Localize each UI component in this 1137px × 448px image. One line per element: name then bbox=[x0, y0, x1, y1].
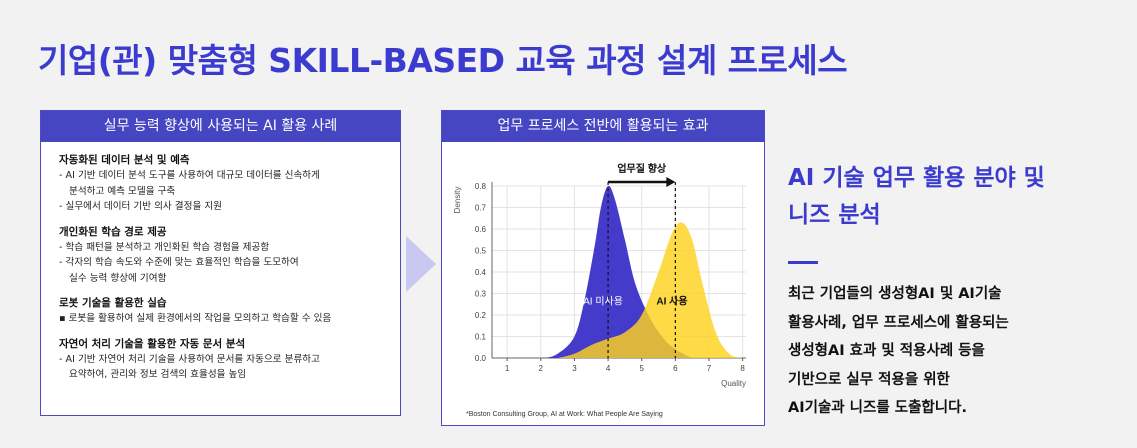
x-tick-label: 7 bbox=[707, 364, 712, 373]
process-effect-header: 업무 프로세스 전반에 활용되는 효과 bbox=[442, 111, 764, 142]
right-title-line-2: 니즈 분석 bbox=[788, 202, 881, 228]
description-line: 기반으로 실무 적용을 위한 bbox=[788, 371, 950, 388]
use-case-line: - AI 기반 자연어 처리 기술을 사용하여 문서를 자동으로 분류하고 bbox=[59, 353, 320, 365]
y-axis-label: Density bbox=[453, 187, 462, 214]
description-line: 생성형AI 효과 및 적용사례 등을 bbox=[788, 343, 985, 359]
quality-density-chart: 0.0 0.1 0.2 0.3 0.4 0.5 0.6 0.7 0.8 1 2 3 4 5 6 7 8 업무질 향… bbox=[453, 162, 746, 418]
y-tick-label: 0.8 bbox=[475, 182, 487, 191]
improvement-arrow-head bbox=[666, 177, 676, 187]
use-case-line: - 학습 패턴을 분석하고 개인화된 학습 경험을 제공함 bbox=[59, 241, 270, 253]
y-tick-label: 0.7 bbox=[475, 204, 487, 213]
process-effect-panel: 업무 프로세스 전반에 활용되는 효과 0.0 0.1 0.2 0.3 0.4 0.5 0.… bbox=[441, 110, 765, 426]
use-case-item: 로봇 기술을 활용한 실습 ▪ 로봇을 활용하여 실제 환경에서의 작업을 모의하… bbox=[59, 295, 386, 327]
x-tick-label: 5 bbox=[639, 364, 644, 373]
description-line: AI기술과 니즈를 도출합니다. bbox=[788, 400, 967, 416]
page-title: 기업(관) 맞춤형 SKILL-BASED 교육 과정 설계 프로세스 bbox=[38, 41, 848, 80]
use-cases-header: 실무 능력 향상에 사용되는 AI 활용 사례 bbox=[41, 111, 400, 142]
title-underline bbox=[788, 261, 818, 264]
use-case-item: 자동화된 데이터 분석 및 예측 - AI 기반 데이터 분석 도구를 사용하여 … bbox=[59, 152, 386, 215]
arrow-right-icon bbox=[406, 236, 436, 292]
x-tick-label: 4 bbox=[606, 364, 611, 373]
series-label-ai-unused: AI 미사용 bbox=[583, 295, 623, 307]
x-axis-label: Quality bbox=[721, 379, 746, 388]
y-tick-label: 0.2 bbox=[475, 311, 487, 320]
y-tick-label: 0.1 bbox=[475, 333, 487, 342]
use-case-title: 자동화된 데이터 분석 및 예측 bbox=[59, 154, 190, 166]
x-tick-label: 8 bbox=[740, 364, 745, 373]
x-tick-label: 3 bbox=[572, 364, 577, 373]
source-note: *Boston Consulting Group, AI at Work: Wh… bbox=[466, 411, 663, 418]
use-case-title: 자연어 처리 기술을 활용한 자동 문서 분석 bbox=[59, 337, 246, 350]
use-case-title: 개인화된 학습 경로 제공 bbox=[59, 225, 167, 238]
use-case-line: - 실무에서 데이터 기반 의사 결정을 지원 bbox=[59, 201, 222, 212]
use-case-line: ▪ 로봇을 활용하여 실제 환경에서의 작업을 모의하고 학습할 수 있음 bbox=[59, 313, 332, 324]
use-case-title: 로봇 기술을 활용한 실습 bbox=[59, 297, 167, 309]
y-tick-label: 0.0 bbox=[475, 354, 487, 363]
y-tick-label: 0.4 bbox=[475, 268, 487, 277]
use-case-line: - 각자의 학습 속도와 수준에 맞는 효율적인 학습을 도모하여 bbox=[59, 257, 299, 268]
use-case-item: 자연어 처리 기술을 활용한 자동 문서 분석 - AI 기반 자연어 처리 기술… bbox=[59, 336, 386, 383]
y-tick-label: 0.5 bbox=[475, 247, 487, 256]
y-tick-label: 0.3 bbox=[475, 290, 487, 299]
series-label-ai-used: AI 사용 bbox=[656, 294, 687, 307]
x-tick-label: 6 bbox=[673, 364, 678, 373]
use-case-item: 개인화된 학습 경로 제공 - 학습 패턴을 분석하고 개인화된 학습 경험을 제… bbox=[59, 224, 386, 287]
use-case-line: 요약하여, 관리와 정보 검색의 효율성을 높임 bbox=[69, 369, 247, 380]
y-tick-label: 0.6 bbox=[475, 225, 487, 234]
use-case-line: - AI 기반 데이터 분석 도구를 사용하여 대규모 데이터를 신속하게 bbox=[59, 170, 320, 181]
x-tick-label: 1 bbox=[505, 364, 510, 373]
description-line: 활용사례, 업무 프로세스에 활용되는 bbox=[788, 314, 1009, 331]
x-tick-label: 2 bbox=[539, 364, 544, 373]
ai-used-density-area bbox=[557, 222, 743, 358]
right-title-line-1: AI 기술 업무 활용 분야 및 bbox=[788, 165, 1045, 191]
use-case-line: 실수 능력 향상에 기여함 bbox=[69, 272, 167, 284]
use-case-line: 분석하고 예측 모델을 구축 bbox=[69, 185, 176, 197]
right-title: AI 기술 업무 활용 분야 및 니즈 분석 bbox=[788, 160, 1045, 234]
description-line: 최근 기업들의 생성형AI 및 AI기술 bbox=[788, 286, 1002, 302]
ai-use-cases-panel: 실무 능력 향상에 사용되는 AI 활용 사례 자동화된 데이터 분석 및 예측… bbox=[40, 110, 401, 416]
use-case-list: 자동화된 데이터 분석 및 예측 - AI 기반 데이터 분석 도구를 사용하여 … bbox=[41, 142, 400, 383]
chart-title: 업무질 향상 bbox=[617, 162, 667, 175]
